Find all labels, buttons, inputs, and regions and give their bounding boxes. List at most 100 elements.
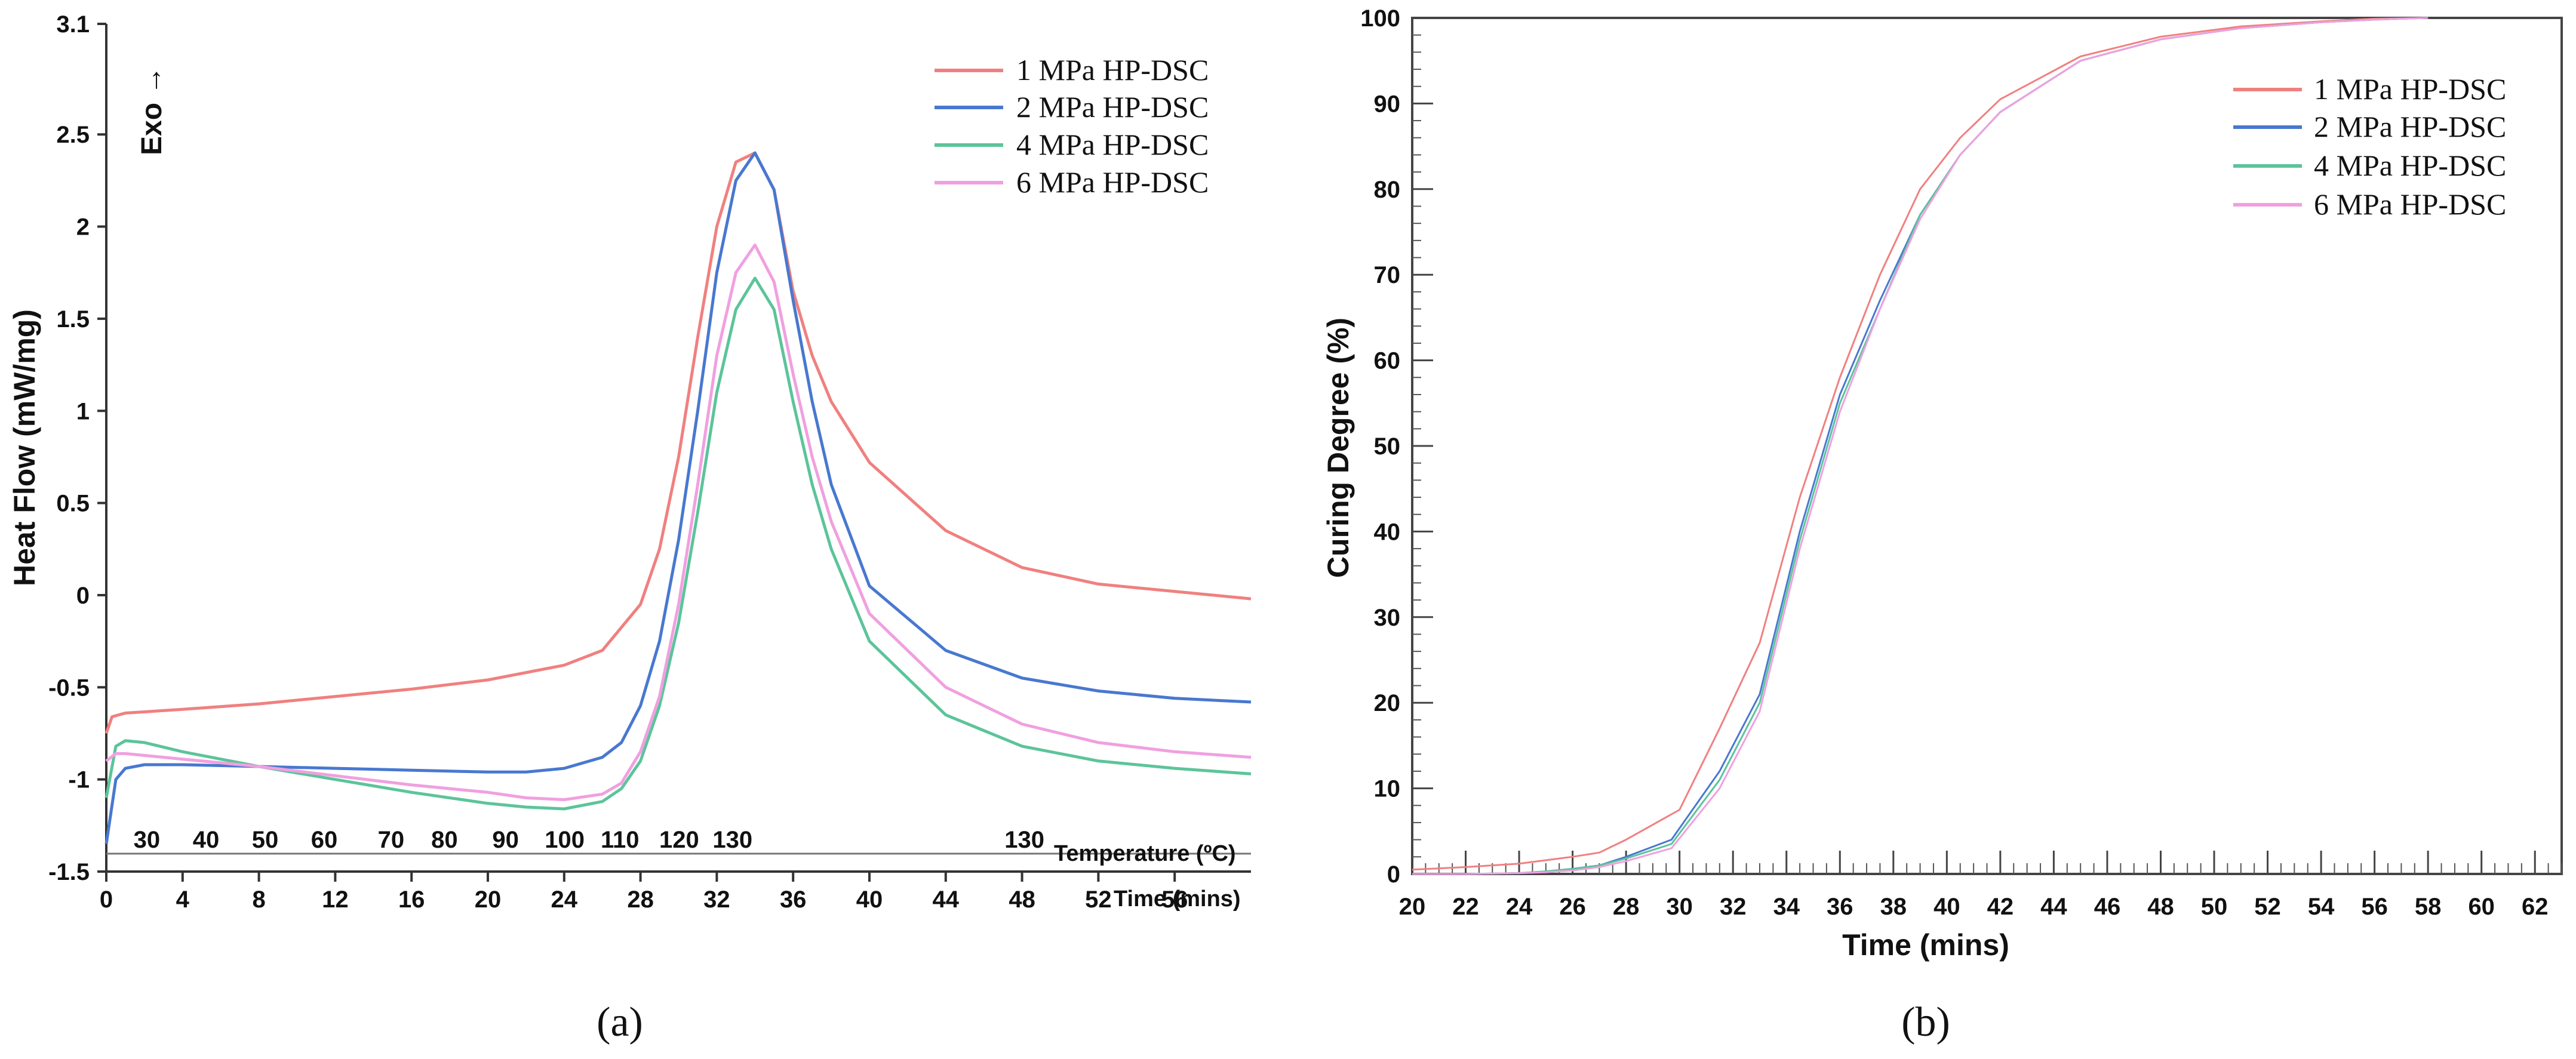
a-y-tick-label-8: 2.5 — [56, 122, 90, 148]
b-x-tick-label-17: 54 — [2308, 894, 2335, 920]
b-x-tick-label-15: 50 — [2201, 894, 2228, 920]
a-x-tick-label-12: 48 — [1009, 886, 1035, 913]
a-x-tick-label-5: 20 — [475, 886, 502, 913]
legend-b-label-2: 2 MPa HP-DSC — [2314, 110, 2506, 143]
legend-a-label-2: 2 MPa HP-DSC — [1016, 90, 1209, 124]
b-y-tick-label-5: 50 — [1374, 433, 1401, 460]
b-x-tick-label-6: 32 — [1720, 894, 1747, 920]
b-x-tick-label-9: 38 — [1880, 894, 1907, 920]
b-y-tick-label-1: 10 — [1374, 776, 1401, 802]
a-x-tick-label-10: 40 — [856, 886, 883, 913]
b-x-tick-label-8: 36 — [1827, 894, 1853, 920]
panel-b-curing-degree-chart: 20 22 24 26 28 30 32 34 36 38 40 42 44 46 48 50 52 54 56 58… — [1321, 5, 2563, 1045]
a-temp-tick-label-3: 60 — [311, 827, 338, 853]
panel-b-caption: (b) — [1901, 999, 1950, 1045]
b-y-tick-label-2: 20 — [1374, 690, 1401, 716]
b-x-tick-label-10: 40 — [1933, 894, 1960, 920]
b-y-tick-label-8: 80 — [1374, 177, 1401, 203]
a-x-tick-label-11: 44 — [933, 886, 960, 913]
legend-b-label-1: 1 MPa HP-DSC — [2314, 72, 2506, 106]
b-x-tick-label-19: 58 — [2415, 894, 2442, 920]
panel-b-series — [1412, 17, 2429, 875]
panel-a-series — [104, 151, 1252, 845]
a-x-tick-label-14: 56 — [1161, 886, 1188, 913]
a-temp-tick-label-2: 50 — [252, 827, 279, 853]
a-y-tick-label-9: 3.1 — [56, 11, 90, 38]
b-y-tick-label-0: 0 — [1387, 861, 1400, 888]
a-temp-tick-label-6: 90 — [492, 827, 519, 853]
a-y-tick-label-2: -0.5 — [48, 675, 90, 701]
a-x-tick-label-2: 8 — [252, 886, 265, 913]
a-series-line-1 — [104, 151, 1252, 734]
a-y-tick-label-7: 2 — [76, 214, 90, 241]
a-y-tick-label-6: 1.5 — [56, 306, 90, 333]
b-x-tick-label-18: 56 — [2361, 894, 2388, 920]
a-temp-tick-label-9: 120 — [659, 827, 699, 853]
b-x-tick-label-2: 24 — [1506, 894, 1533, 920]
b-x-tick-label-11: 42 — [1987, 894, 2014, 920]
a-temp-tick-label-10: 130 — [712, 827, 752, 853]
b-y-tick-label-4: 40 — [1374, 519, 1401, 545]
panel-a-y-axis-label: Heat Flow (mW/mg) — [8, 309, 41, 586]
legend-a-label-1: 1 MPa HP-DSC — [1016, 53, 1209, 87]
a-y-tick-label-4: 0.5 — [56, 491, 90, 517]
b-x-tick-label-20: 60 — [2468, 894, 2495, 920]
b-x-tick-label-16: 52 — [2254, 894, 2281, 920]
panel-a-heat-flow-chart: 0 4 8 12 16 20 24 28 32 36 40 44 48 52 56-1.5-1-0.500.… — [8, 11, 1252, 1045]
a-series-line-4 — [105, 243, 1252, 802]
a-x-tick-label-3: 12 — [322, 886, 349, 913]
a-x-tick-label-0: 0 — [100, 886, 113, 913]
a-x-tick-label-8: 32 — [703, 886, 730, 913]
b-x-tick-label-3: 26 — [1559, 894, 1586, 920]
b-x-tick-label-21: 62 — [2522, 894, 2549, 920]
b-series-line-1 — [1412, 17, 2429, 871]
legend-a-label-4: 6 MPa HP-DSC — [1016, 165, 1209, 199]
a-series-line-2 — [104, 151, 1252, 845]
legend-a-label-3: 4 MPa HP-DSC — [1016, 128, 1209, 161]
b-x-tick-label-13: 46 — [2094, 894, 2121, 920]
panel-b-x-axis-label: Time (mins) — [1842, 928, 2009, 962]
a-temp-tick-label-0: 30 — [134, 827, 161, 853]
a-temp-tick-label-11: 130 — [1004, 827, 1044, 853]
a-x-tick-label-7: 28 — [627, 886, 654, 913]
panel-a-legend: 1 MPa HP-DSC 2 MPa HP-DSC 4 MPa HP-DSC 6… — [935, 53, 1209, 199]
b-series-line-2 — [1412, 17, 2429, 875]
panel-b-legend: 1 MPa HP-DSC 2 MPa HP-DSC 4 MPa HP-DSC 6… — [2233, 72, 2506, 221]
a-temp-tick-label-4: 70 — [378, 827, 405, 853]
a-y-tick-label-5: 1 — [76, 398, 90, 424]
panel-a-exo-label: Exo → — [136, 66, 168, 155]
b-x-tick-label-0: 20 — [1399, 894, 1426, 920]
panel-a-caption: (a) — [597, 999, 643, 1045]
panel-a-temperature-label: Temperature (ºC) — [1054, 841, 1236, 866]
b-y-tick-label-3: 30 — [1374, 605, 1401, 631]
b-y-tick-label-10: 100 — [1360, 5, 1400, 32]
b-y-tick-label-7: 70 — [1374, 262, 1401, 288]
a-temp-tick-label-7: 100 — [545, 827, 585, 853]
a-x-tick-label-4: 16 — [398, 886, 425, 913]
a-y-tick-label-3: 0 — [76, 583, 90, 609]
a-x-tick-label-6: 24 — [551, 886, 578, 913]
a-temp-tick-label-8: 110 — [601, 827, 640, 853]
b-series-line-4 — [1412, 17, 2429, 875]
b-y-tick-label-9: 90 — [1374, 91, 1401, 117]
b-x-tick-label-12: 44 — [2040, 894, 2067, 920]
a-x-tick-label-1: 4 — [176, 886, 190, 913]
b-series-line-3 — [1412, 17, 2429, 875]
b-x-tick-label-7: 34 — [1773, 894, 1800, 920]
b-x-tick-label-5: 30 — [1666, 894, 1693, 920]
panel-b-y-axis-label: Curing Degree (%) — [1321, 318, 1355, 578]
b-x-tick-label-4: 28 — [1613, 894, 1640, 920]
a-x-tick-label-9: 36 — [780, 886, 807, 913]
b-x-tick-label-14: 48 — [2147, 894, 2174, 920]
a-x-tick-label-13: 52 — [1085, 886, 1112, 913]
legend-b-label-4: 6 MPa HP-DSC — [2314, 187, 2506, 221]
b-x-tick-label-1: 22 — [1452, 894, 1479, 920]
panel-a-ticks: 0 4 8 12 16 20 24 28 32 36 40 44 48 52 56-1.5-1-0.500.… — [48, 11, 1188, 913]
a-y-tick-label-0: -1.5 — [48, 859, 90, 885]
panel-a-x-axis-label: Time (mins) — [1114, 886, 1241, 912]
b-y-tick-label-6: 60 — [1374, 348, 1401, 374]
a-temp-tick-label-5: 80 — [431, 827, 458, 853]
panel-b-frame — [1411, 17, 2563, 875]
panel-b-ticks: 20 22 24 26 28 30 32 34 36 38 40 42 44 46 48 50 52 54 56 58… — [1360, 5, 2562, 920]
